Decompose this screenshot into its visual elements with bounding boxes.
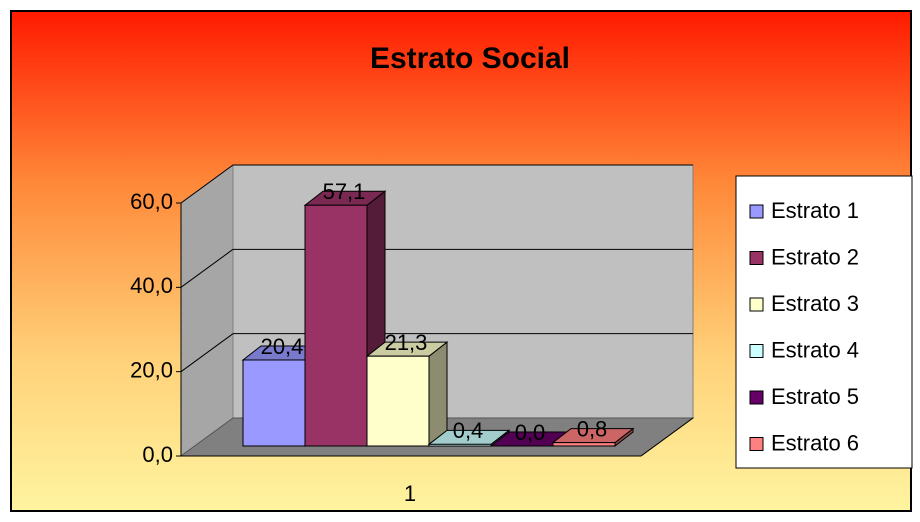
bar	[552, 442, 616, 447]
chart-title: Estrato Social	[370, 42, 570, 75]
legend-swatch	[749, 297, 764, 312]
legend-label: Estrato 3	[771, 291, 859, 316]
legend-label: Estrato 1	[771, 198, 859, 223]
legend-swatch	[749, 344, 764, 358]
x-tick-label: 1	[404, 481, 416, 506]
bar	[366, 355, 430, 447]
data-label: 57,1	[323, 179, 366, 204]
grid-line	[180, 248, 234, 288]
grid-line	[180, 333, 234, 373]
data-label: 0,4	[453, 418, 484, 443]
y-tick-label: 0,0	[142, 442, 173, 467]
legend-label: Estrato 6	[771, 430, 859, 455]
legend-swatch	[749, 204, 764, 219]
legend-label: Estrato 5	[771, 384, 859, 409]
bar-side	[428, 341, 448, 448]
y-tick-label: 60,0	[130, 189, 173, 214]
legend-label: Estrato 2	[771, 244, 859, 269]
bar	[242, 359, 306, 447]
data-label: 0,0	[515, 420, 546, 445]
legend-swatch	[749, 437, 764, 451]
legend-swatch	[749, 251, 764, 265]
data-label: 21,3	[385, 330, 428, 355]
legend-swatch	[749, 390, 764, 405]
floor-edge	[640, 417, 694, 457]
grid-line	[180, 164, 234, 204]
legend-label: Estrato 4	[771, 337, 859, 362]
y-tick-label: 20,0	[130, 357, 173, 382]
data-label: 20,4	[261, 334, 304, 359]
side-wall	[180, 164, 234, 457]
data-label: 0,8	[577, 416, 608, 441]
legend	[735, 175, 913, 469]
bar	[428, 443, 492, 447]
bar	[304, 204, 368, 447]
y-tick-label: 40,0	[130, 273, 173, 298]
